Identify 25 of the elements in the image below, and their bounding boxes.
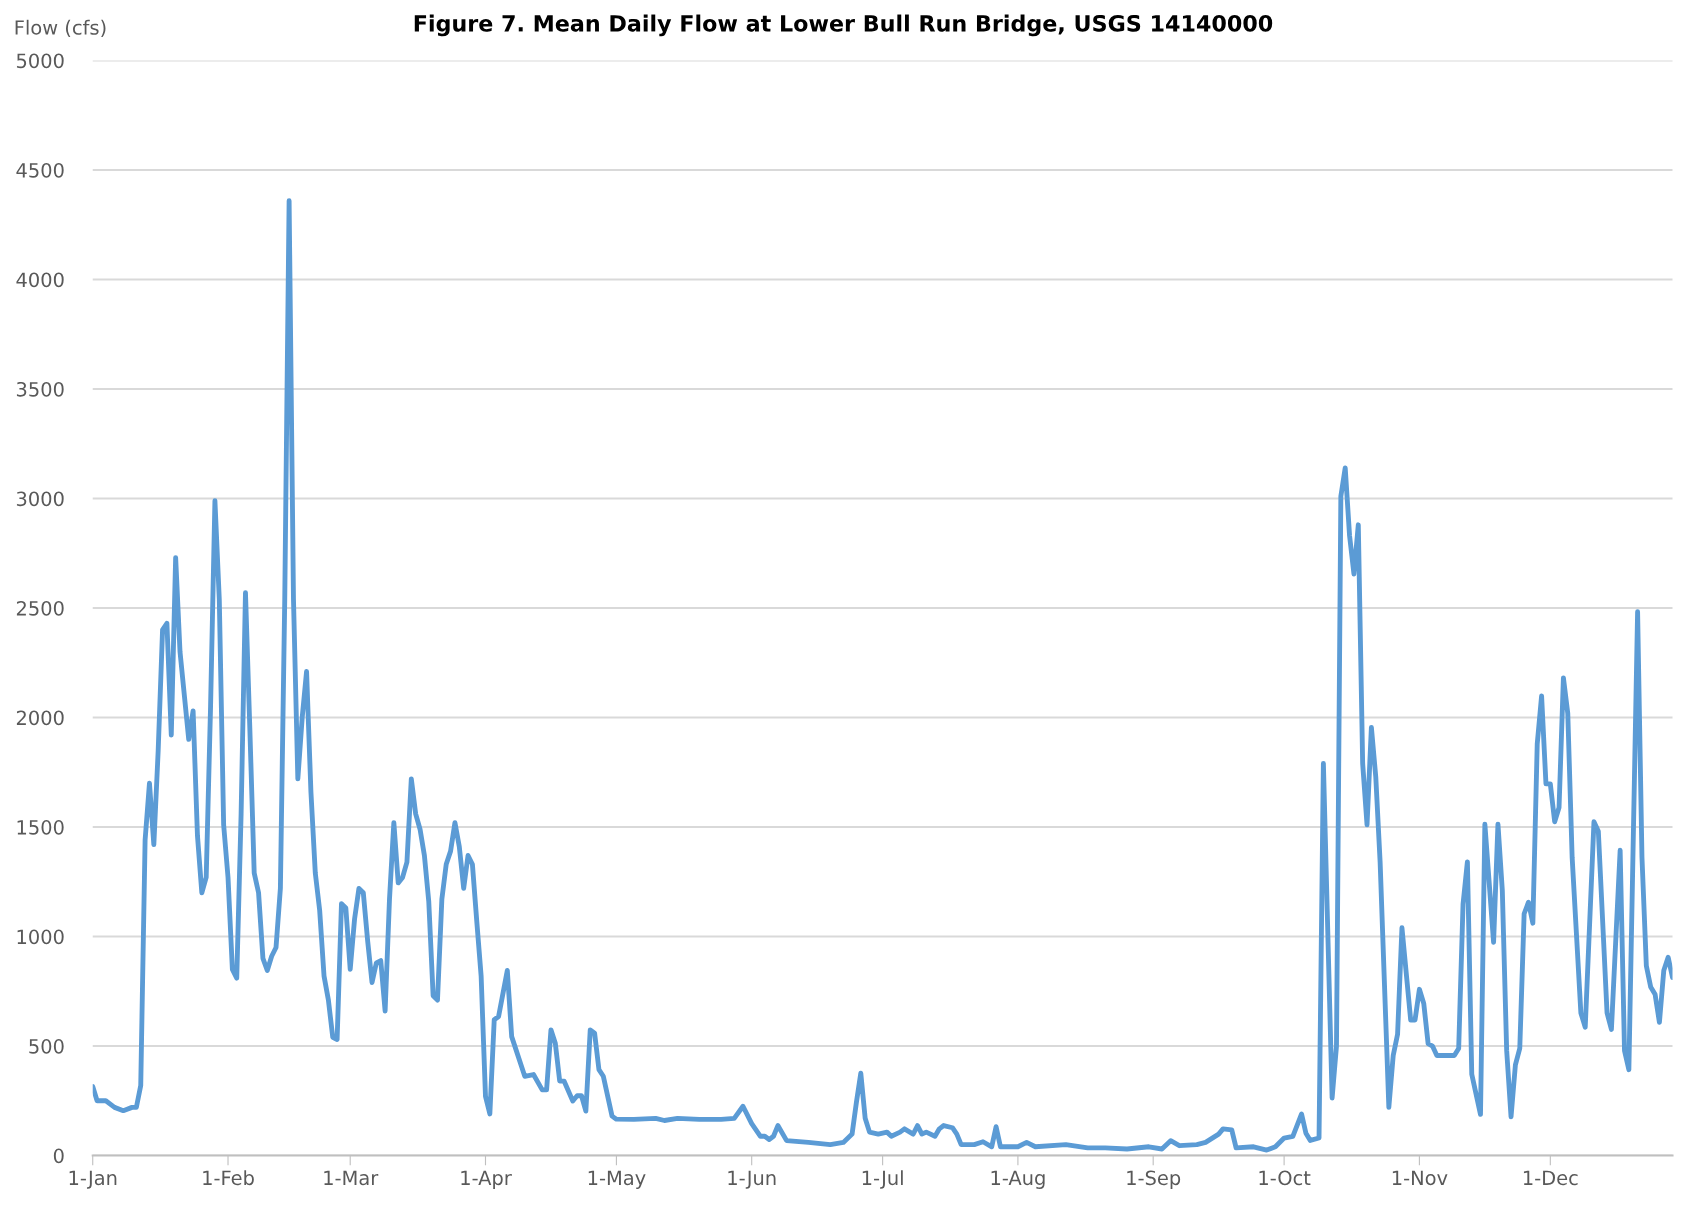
y-tick-label: 4500 [16,162,64,178]
x-tick-label: 1-Feb [203,1170,254,1186]
y-tick-label: 2500 [16,600,64,616]
y-tick-label: 4000 [16,272,64,288]
x-tick-label: 1-Sep [1127,1170,1181,1189]
x-tick-label: 1-Jan [69,1170,117,1189]
y-tick-label: 2000 [16,710,64,726]
y-tick-label: 3000 [16,491,64,507]
y-tick-label: 3500 [16,381,64,397]
x-tick-label: 1-Nov [1392,1170,1448,1186]
x-tick-label: 1-May [588,1170,646,1189]
chart-title: Figure 7. Mean Daily Flow at Lower Bull Run Bridge, USGS 14140000 [414,14,1273,37]
x-tick-label: 1-Jun [728,1170,776,1189]
y-axis-title: Flow (cfs) [15,19,106,38]
x-tick-label: 1-Jul [862,1170,903,1189]
y-tick-label: 500 [29,1039,64,1054]
x-tick-label: 1-Dec [1523,1170,1578,1186]
y-tick-label: 0 [53,1148,64,1164]
y-tick-label: 5000 [16,53,64,69]
x-tick-label: 1-Aug [991,1170,1045,1189]
y-tick-label: 1000 [17,929,64,945]
y-tick-label: 1500 [17,819,64,835]
x-tick-label: 1-Mar [324,1170,379,1186]
x-tick-label: 1-Apr [461,1170,512,1189]
x-tick-label: 1-Oct [1259,1170,1311,1186]
